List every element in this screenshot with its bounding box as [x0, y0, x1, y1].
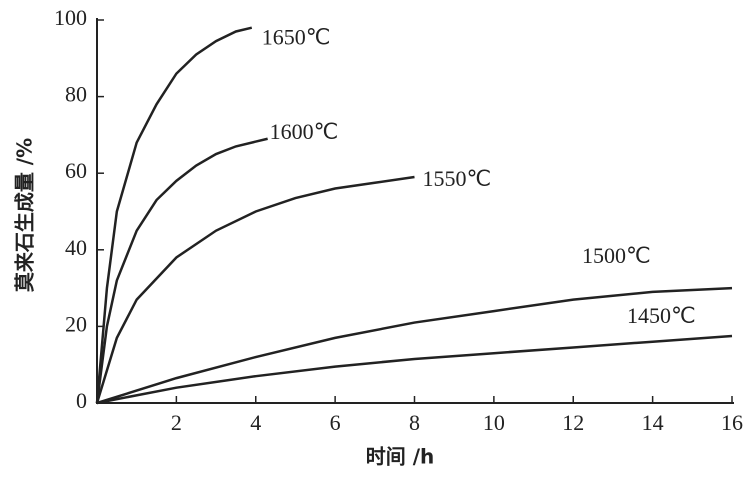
x-axis-label: 时间 /h [366, 445, 435, 469]
series-label: 1600℃ [270, 119, 339, 144]
x-tick-label: 2 [171, 410, 182, 435]
x-tick-label: 14 [642, 410, 664, 435]
series-line [96, 286, 733, 405]
x-tick-label: 12 [562, 410, 584, 435]
y-tick-label: 80 [65, 82, 87, 107]
y-tick-label: 60 [65, 158, 87, 183]
series-label: 1550℃ [423, 166, 492, 191]
series-line [95, 137, 268, 404]
x-tick-label: 8 [409, 410, 420, 435]
series-line [95, 26, 253, 404]
series-label: 1450℃ [627, 303, 696, 328]
x-tick-label: 10 [483, 410, 505, 435]
x-tick-label: 6 [330, 410, 341, 435]
series-label: 1500℃ [582, 243, 651, 268]
y-axis-label: 莫来石生成量 /% [13, 138, 37, 293]
y-tick-label: 100 [54, 5, 87, 30]
x-tick-label: 16 [721, 410, 743, 435]
y-tick-label: 20 [65, 311, 87, 336]
y-tick-label: 0 [76, 388, 87, 413]
series-line [96, 334, 733, 405]
x-tick-label: 4 [250, 410, 261, 435]
series-label: 1650℃ [262, 25, 331, 50]
series-line [95, 175, 415, 404]
y-tick-label: 40 [65, 235, 87, 260]
